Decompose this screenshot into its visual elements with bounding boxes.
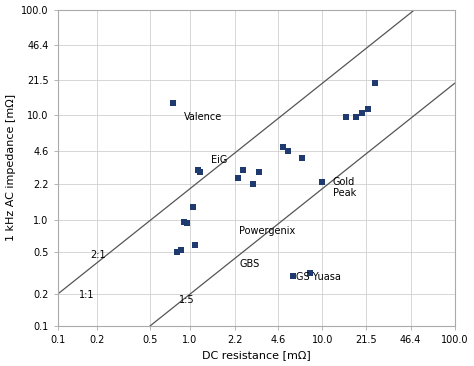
Text: Powergenix: Powergenix [239, 225, 295, 236]
Point [306, 270, 313, 276]
Point [177, 247, 184, 253]
X-axis label: DC resistance [mΩ]: DC resistance [mΩ] [202, 350, 310, 361]
Point [239, 167, 246, 173]
Text: Valence: Valence [184, 112, 222, 122]
Point [197, 169, 204, 175]
Point [194, 167, 202, 173]
Point [234, 176, 242, 182]
Point [298, 155, 306, 161]
Point [319, 179, 326, 185]
Point [352, 115, 360, 120]
Y-axis label: 1 kHz AC impedance [mΩ]: 1 kHz AC impedance [mΩ] [6, 94, 16, 241]
Text: Gold
Peak: Gold Peak [333, 176, 356, 198]
Text: 1:5: 1:5 [179, 295, 194, 305]
Point [289, 273, 297, 279]
Point [189, 204, 197, 210]
Point [255, 169, 263, 175]
Point [180, 219, 188, 225]
Point [358, 110, 366, 116]
Text: EiG: EiG [211, 155, 228, 165]
Point [173, 249, 181, 255]
Text: 1:1: 1:1 [79, 290, 94, 300]
Point [279, 144, 286, 150]
Text: 2:1: 2:1 [90, 250, 105, 260]
Point [364, 106, 372, 112]
Point [170, 100, 177, 106]
Text: GBS: GBS [239, 259, 259, 269]
Point [342, 115, 349, 120]
Point [284, 147, 292, 153]
Text: GS Yuasa: GS Yuasa [296, 272, 341, 283]
Point [183, 220, 191, 226]
Point [249, 182, 257, 187]
Point [191, 242, 199, 248]
Point [371, 80, 379, 86]
